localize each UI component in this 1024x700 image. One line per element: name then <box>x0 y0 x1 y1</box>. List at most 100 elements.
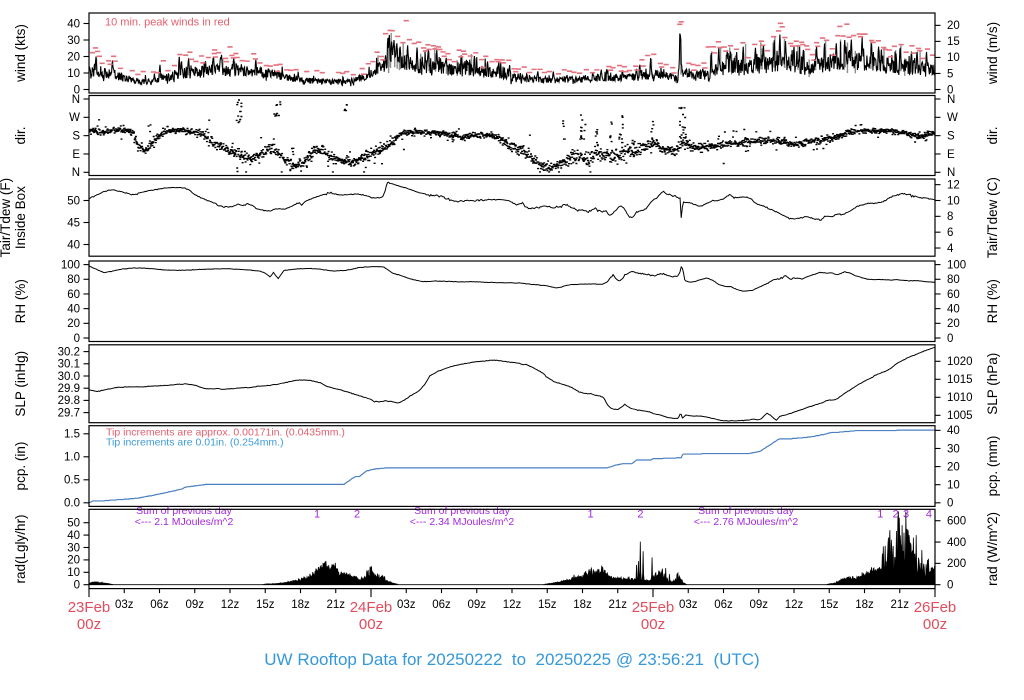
axis-title-right: rad (W/m^2) <box>985 512 1000 586</box>
panel-plot-area-wind <box>89 19 935 87</box>
rad-mj-mark: 2 <box>637 509 643 521</box>
slp-line <box>89 346 935 422</box>
x-hour-label: 18z <box>291 599 310 611</box>
x-hour-label: 03z <box>115 599 134 611</box>
panel-frame-rh <box>88 260 936 343</box>
y-tick-label: 80 <box>947 274 960 286</box>
y-tick-label: E <box>72 149 80 161</box>
axis-title-right: pcp. (mm) <box>985 436 1000 497</box>
y-tick-label: S <box>947 130 955 142</box>
x-hour-label: 03z <box>679 599 698 611</box>
rad-sum-note-2: Sum of previous day <box>414 505 510 517</box>
dir-scatter <box>89 99 935 173</box>
x-hour-label: 21z <box>326 599 345 611</box>
y-tick-label: 5 <box>947 68 953 80</box>
rad-mj-mark: 2 <box>354 509 360 521</box>
axis-title-left: dir. <box>13 126 28 144</box>
x-date-label: 24Feb <box>350 599 393 616</box>
panel-plot-area-rh <box>89 265 935 292</box>
y-tick-label: 12 <box>947 179 960 191</box>
axis-title-right: SLP (hPa) <box>985 353 1000 415</box>
y-tick-label: N <box>72 167 80 179</box>
y-tick-label: 40 <box>947 303 960 315</box>
panel-pcp: 0.0 0.5 1.0 1.5 0 10 20 30 40 pcp. (in) pcp. (mm) T… <box>13 425 1000 510</box>
y-tick-label: 60 <box>67 289 80 301</box>
y-tick-label: 60 <box>947 289 960 301</box>
panel-rad: 12121234010203040500200400600rad(Lgly/hr… <box>13 505 1000 592</box>
y-tick-label: 4 <box>947 243 954 255</box>
panel-tair: 40 45 50 4 6 8 10 12 Tair/Tdew (F) Inside Box Tair… <box>0 177 1000 258</box>
rad-mj-mark: 1 <box>588 509 594 521</box>
y-tick-label: 10 <box>947 195 960 207</box>
x-hour-label: 15z <box>538 599 557 611</box>
y-tick-label: 29.9 <box>58 383 80 395</box>
y-tick-label: 29.7 <box>58 407 80 419</box>
y-tick-label: 600 <box>947 516 966 528</box>
y-tick-label: 200 <box>947 558 966 570</box>
y-tick-label: 400 <box>947 537 966 549</box>
x-hour-label: 06z <box>432 599 451 611</box>
y-tick-label: 10 <box>67 567 80 579</box>
x-date-label: 25Feb <box>632 599 675 616</box>
axis-title-left: RH (%) <box>13 279 28 323</box>
pcp-note-1: Tip increments are approx. 0.00171in. (0… <box>106 427 345 439</box>
y-tick-label: 1.5 <box>64 429 80 441</box>
panel-plot-area-tair <box>89 181 935 221</box>
rad-mj-mark: 4 <box>926 509 932 521</box>
panel-frame-pcp <box>88 425 936 508</box>
y-tick-label: 30.1 <box>58 359 80 371</box>
rad-sum-value-2: <--- 2.34 MJoules/m^2 <box>410 516 515 528</box>
y-tick-label: 100 <box>61 259 80 271</box>
y-tick-label: 40 <box>947 425 960 437</box>
x-hour-label: 03z <box>397 599 416 611</box>
y-tick-label: N <box>947 167 955 179</box>
y-tick-label: 20 <box>67 555 80 567</box>
y-tick-label: E <box>947 149 955 161</box>
wind-peak-marks <box>89 19 935 76</box>
y-tick-label: 30 <box>67 542 80 554</box>
y-tick-label: 30 <box>947 443 960 455</box>
y-tick-label: N <box>72 94 80 106</box>
tair-line <box>89 181 935 221</box>
y-tick-label: 0.5 <box>64 475 80 487</box>
y-tick-label: 10 <box>947 479 960 491</box>
y-tick-label: 1020 <box>947 356 973 368</box>
y-tick-label: 1015 <box>947 374 973 386</box>
y-tick-label: 0 <box>947 333 953 345</box>
axis-title-left: pcp. (in) <box>13 442 28 491</box>
x-date-label: 26Feb <box>914 599 957 616</box>
y-tick-label: 29.8 <box>58 395 80 407</box>
rad-mj-mark: 1 <box>314 509 320 521</box>
pcp-line <box>89 429 935 504</box>
y-tick-label: 0 <box>947 580 953 592</box>
y-tick-label: N <box>947 94 955 106</box>
y-tick-label: W <box>69 112 80 124</box>
x-hour-label: 21z <box>890 599 909 611</box>
y-tick-label: W <box>947 112 958 124</box>
rh-line <box>89 265 935 292</box>
wind-speed-line <box>89 33 935 87</box>
y-tick-label: 0 <box>74 333 80 345</box>
y-tick-label: 30 <box>67 35 80 47</box>
panel-wind: 0 10 20 30 40 0 5 10 15 20 wind (kts) wind (m/s) 10 … <box>13 12 1000 96</box>
y-tick-label: 40 <box>67 239 80 251</box>
panel-plot-area-slp <box>89 346 935 422</box>
x-date-label-hour: 00z <box>359 616 383 633</box>
rad-sum-value-3: <--- 2.76 MJoules/m^2 <box>694 516 799 528</box>
x-hour-label: 06z <box>150 599 169 611</box>
y-tick-label: S <box>72 130 80 142</box>
x-hour-label: 15z <box>820 599 839 611</box>
panel-frame-wind <box>88 12 936 94</box>
y-tick-label: 20 <box>947 20 960 32</box>
x-date-label-hour: 00z <box>641 616 665 633</box>
y-tick-label: 0.0 <box>64 498 80 510</box>
y-tick-label: 0 <box>947 84 953 96</box>
x-hour-label: 18z <box>573 599 592 611</box>
panel-plot-area-pcp <box>89 429 935 504</box>
y-tick-label: 1010 <box>947 392 973 404</box>
x-date-label: 23Feb <box>68 599 111 616</box>
x-date-label-hour: 00z <box>923 616 947 633</box>
y-tick-label: 40 <box>67 303 80 315</box>
